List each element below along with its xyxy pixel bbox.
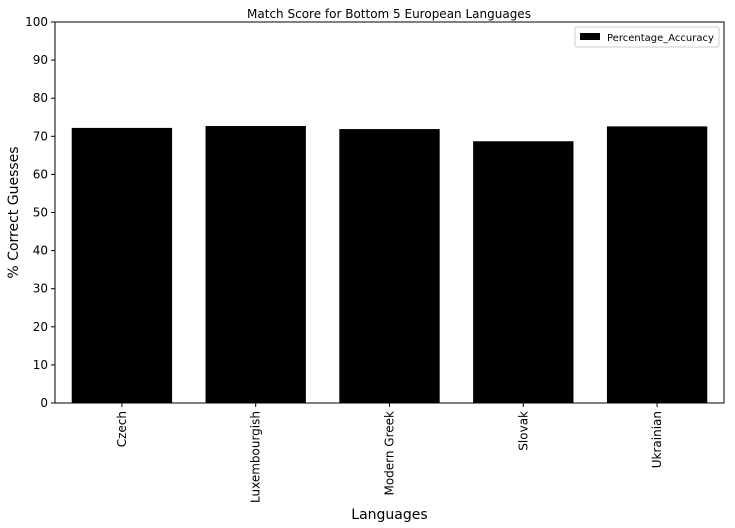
y-tick-label: 70: [33, 129, 48, 143]
y-tick-label: 0: [40, 396, 48, 410]
y-axis-title: % Correct Guesses: [6, 146, 22, 278]
bar-slovak: [473, 141, 574, 404]
x-tick-label-czech: Czech: [115, 411, 129, 447]
x-tick-label-ukrainian: Ukrainian: [650, 411, 664, 468]
plot-area-frame: [54, 21, 725, 404]
bar-ukrainian: [606, 126, 708, 404]
bar-czech: [71, 127, 173, 403]
y-tick-label: 40: [33, 244, 48, 258]
x-tick-label-luxembourgish: Luxembourgish: [249, 411, 263, 503]
y-axis: 0 10 20 30 40 50 60 70 80 90 100: [25, 15, 55, 410]
legend: Percentage_Accuracy: [574, 26, 720, 48]
y-tick-label: 30: [33, 282, 48, 296]
bar-modern-greek: [339, 129, 440, 403]
legend-frame: [574, 26, 720, 48]
y-tick-label: 10: [33, 358, 48, 372]
bar-luxembourgish: [205, 126, 306, 403]
x-axis-title: Languages: [351, 507, 427, 523]
y-tick-label: 80: [33, 91, 48, 105]
x-axis: Czech Luxembourgish Modern Greek Slovak Ukra…: [115, 403, 664, 503]
chart-title: Match Score for Bottom 5 European Langua…: [247, 7, 531, 21]
legend-label-percentage-accuracy: Percentage_Accuracy: [607, 33, 714, 44]
x-tick-label-modern-greek: Modern Greek: [383, 411, 397, 496]
y-tick-label: 50: [33, 206, 48, 220]
y-tick-label: 60: [33, 167, 48, 181]
x-tick-label-slovak: Slovak: [516, 411, 530, 451]
y-tick-label: 90: [33, 53, 48, 67]
bars-group: [71, 126, 708, 404]
y-tick-label: 100: [25, 15, 48, 29]
y-tick-label: 20: [33, 320, 48, 334]
legend-swatch-percentage-accuracy: [580, 33, 600, 40]
